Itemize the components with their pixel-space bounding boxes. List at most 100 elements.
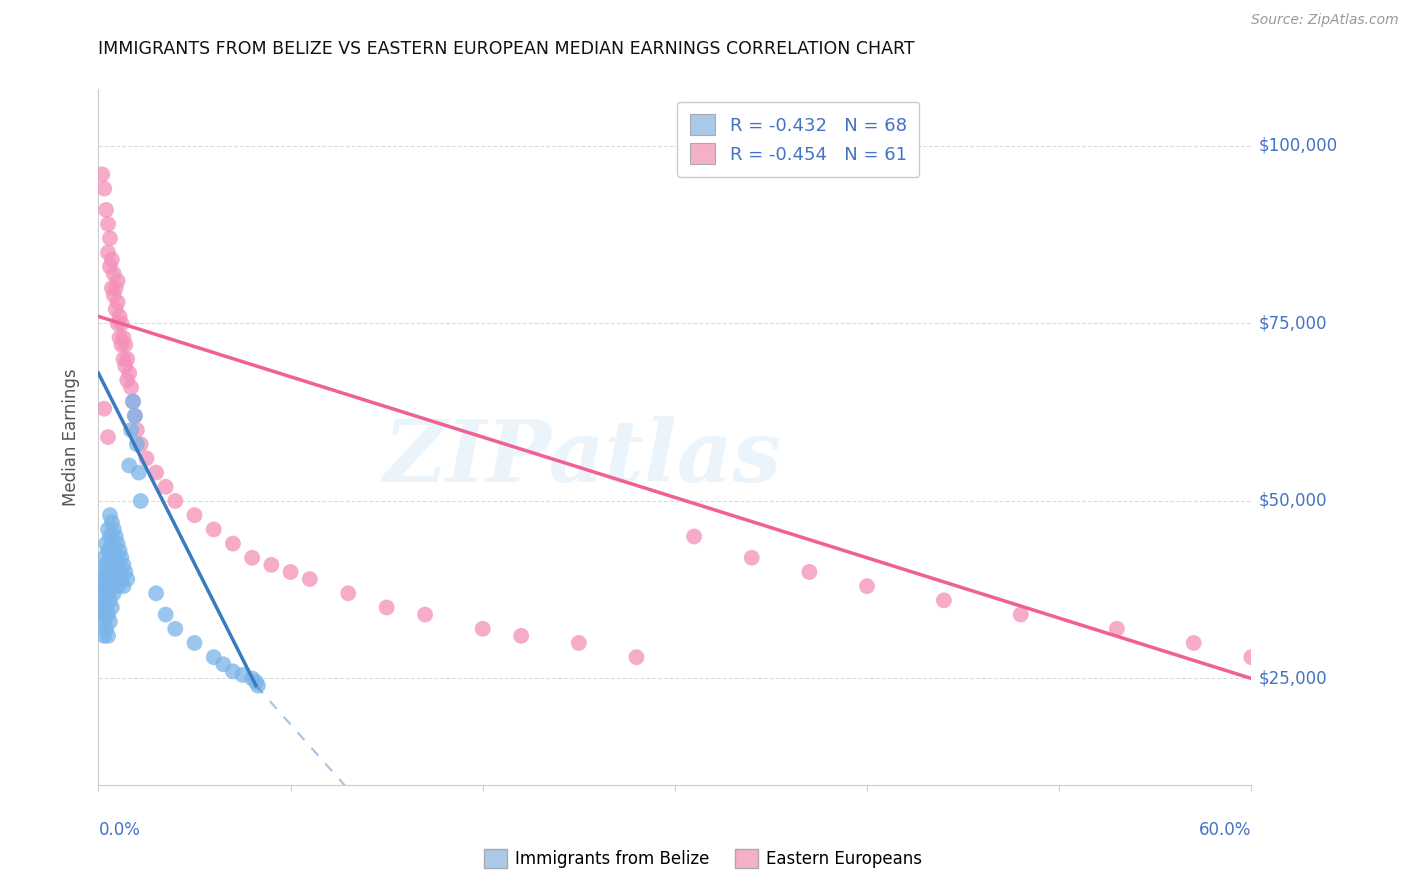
- Point: [104, 572, 127, 586]
- Point: [112, 558, 135, 572]
- Point: [93, 629, 115, 643]
- Text: IMMIGRANTS FROM BELIZE VS EASTERN EUROPEAN MEDIAN EARNINGS CORRELATION CHART: IMMIGRANTS FROM BELIZE VS EASTERN EUROPE…: [98, 40, 915, 58]
- Point: [94, 202, 117, 217]
- Point: [245, 675, 267, 690]
- Point: [94, 622, 117, 636]
- Point: [117, 572, 138, 586]
- Point: [120, 423, 142, 437]
- Point: [93, 593, 115, 607]
- Point: [98, 615, 121, 629]
- Text: $25,000: $25,000: [1258, 670, 1327, 688]
- Point: [93, 615, 115, 629]
- Point: [165, 494, 187, 508]
- Point: [89, 600, 111, 615]
- Point: [165, 622, 187, 636]
- Text: Source: ZipAtlas.com: Source: ZipAtlas.com: [1251, 13, 1399, 28]
- Point: [97, 607, 120, 622]
- Point: [122, 394, 145, 409]
- Point: [98, 529, 121, 543]
- Point: [280, 565, 302, 579]
- Point: [145, 586, 167, 600]
- Point: [91, 565, 114, 579]
- Point: [98, 508, 121, 523]
- Point: [155, 480, 177, 494]
- Point: [107, 558, 129, 572]
- Point: [103, 288, 125, 302]
- Point: [741, 550, 763, 565]
- Point: [125, 437, 148, 451]
- Point: [107, 295, 129, 310]
- Point: [107, 274, 129, 288]
- Point: [337, 586, 360, 600]
- Point: [108, 543, 131, 558]
- Point: [103, 543, 125, 558]
- Point: [101, 600, 124, 615]
- Point: [222, 665, 245, 679]
- Point: [212, 657, 235, 672]
- Point: [124, 409, 146, 423]
- Point: [246, 679, 269, 693]
- Point: [107, 579, 129, 593]
- Point: [183, 508, 205, 523]
- Point: [94, 579, 117, 593]
- Point: [107, 536, 129, 550]
- Point: [98, 572, 121, 586]
- Point: [114, 359, 136, 373]
- Point: [101, 252, 124, 267]
- Point: [94, 536, 117, 550]
- Point: [568, 636, 591, 650]
- Point: [145, 466, 167, 480]
- Point: [98, 231, 121, 245]
- Point: [104, 281, 127, 295]
- Point: [110, 317, 132, 331]
- Point: [510, 629, 533, 643]
- Point: [124, 409, 146, 423]
- Point: [97, 543, 120, 558]
- Point: [112, 579, 135, 593]
- Point: [101, 516, 124, 530]
- Point: [135, 451, 157, 466]
- Point: [114, 338, 136, 352]
- Point: [101, 536, 124, 550]
- Point: [93, 181, 115, 195]
- Point: [413, 607, 436, 622]
- Point: [103, 586, 125, 600]
- Point: [94, 558, 117, 572]
- Point: [91, 607, 114, 622]
- Point: [97, 565, 120, 579]
- Point: [108, 331, 131, 345]
- Point: [94, 600, 117, 615]
- Point: [103, 522, 125, 536]
- Point: [112, 351, 135, 366]
- Point: [110, 550, 132, 565]
- Point: [97, 586, 120, 600]
- Point: [626, 650, 648, 665]
- Point: [98, 550, 121, 565]
- Point: [375, 600, 398, 615]
- Point: [1240, 650, 1263, 665]
- Point: [1182, 636, 1205, 650]
- Point: [1105, 622, 1128, 636]
- Point: [1010, 607, 1032, 622]
- Point: [129, 494, 152, 508]
- Point: [104, 302, 127, 317]
- Point: [89, 579, 111, 593]
- Point: [110, 338, 132, 352]
- Point: [120, 380, 142, 394]
- Point: [97, 430, 120, 444]
- Point: [260, 558, 283, 572]
- Point: [104, 550, 127, 565]
- Text: $100,000: $100,000: [1258, 137, 1337, 155]
- Point: [118, 458, 141, 473]
- Point: [856, 579, 879, 593]
- Point: [298, 572, 321, 586]
- Point: [107, 317, 129, 331]
- Point: [122, 394, 145, 409]
- Point: [97, 629, 120, 643]
- Point: [222, 536, 245, 550]
- Point: [98, 260, 121, 274]
- Text: 60.0%: 60.0%: [1199, 821, 1251, 838]
- Point: [97, 245, 120, 260]
- Point: [231, 668, 253, 682]
- Point: [110, 572, 132, 586]
